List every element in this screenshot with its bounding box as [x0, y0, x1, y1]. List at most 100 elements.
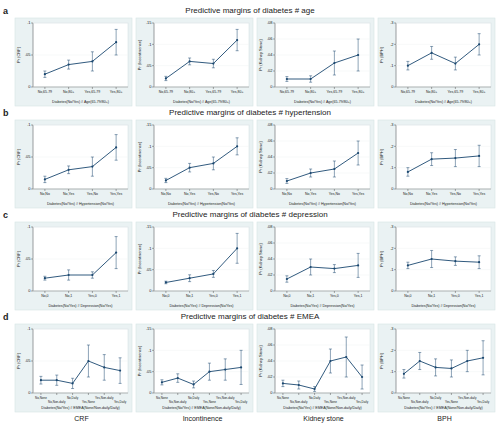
y-axis-label: Pr (Incontinence) [137, 345, 142, 376]
x-axis-label: Diabetes(No/Yes) # Depression(No/Yes) [169, 304, 233, 308]
y-axis-label: Pr (CRF) [16, 46, 21, 63]
y-tick [394, 227, 396, 228]
error-bar [224, 359, 227, 380]
x-axis-label: Diabetes(No/Yes) # Hypertension(No/Yes) [289, 202, 356, 206]
y-tick [273, 291, 275, 292]
y-axis-label: Pr (BPH) [379, 148, 384, 165]
error-bar-line [56, 375, 57, 385]
chart-tile [378, 18, 495, 106]
error-bar-line [116, 135, 117, 161]
error-bar-cap [478, 55, 481, 56]
error-bar-cap [115, 134, 118, 135]
error-bar [115, 135, 118, 161]
grid-line [154, 167, 249, 168]
error-bar-line [310, 169, 311, 177]
y-tick [31, 291, 33, 292]
point [357, 264, 359, 266]
point [333, 62, 335, 64]
error-bar-cap [357, 141, 360, 142]
y-tick [273, 227, 275, 228]
error-bar [119, 358, 122, 384]
y-tick-label: .1 [148, 348, 152, 353]
error-bar-line [165, 281, 166, 284]
grid-line [154, 146, 249, 147]
error-bar [91, 157, 94, 176]
x-axis-label: Diabetes(No/Yes) # Depression(No/Yes) [48, 304, 112, 308]
point [345, 356, 347, 358]
x-tick-label: No,65-79 [159, 90, 173, 94]
error-bar-cap [285, 81, 288, 82]
error-bar-line [116, 237, 117, 269]
y-tick-label: 0 [149, 288, 152, 293]
error-bar-cap [406, 176, 409, 177]
point [44, 277, 46, 279]
grid-line [275, 243, 370, 244]
y-tick [394, 291, 396, 292]
y-tick [273, 361, 275, 362]
y-tick-label: .1 [390, 63, 394, 68]
point [329, 360, 331, 362]
x-axis-label: Diabetes(No/Yes) # Depression(No/Yes) [411, 304, 475, 308]
error-bar-line [44, 176, 45, 182]
y-tick [31, 125, 33, 126]
x-tick-label: No,None [35, 396, 47, 400]
y-tick-label: .05 [146, 165, 152, 170]
y-tick-label: .2 [390, 348, 394, 353]
chart-tile [136, 120, 253, 208]
error-bar-cap [192, 381, 195, 382]
error-bar-cap [236, 137, 239, 138]
error-bar [67, 166, 70, 174]
error-bar-cap [87, 345, 90, 346]
y-tick-label: 0 [391, 84, 394, 89]
error-bar [329, 349, 332, 373]
y-tick-label: 0 [149, 390, 152, 395]
error-bar-cap [164, 182, 167, 183]
point [333, 268, 335, 270]
y-tick [273, 55, 275, 56]
error-bar-line [165, 178, 166, 182]
error-bar-cap [309, 169, 312, 170]
error-bar [357, 141, 360, 165]
point [91, 166, 93, 168]
y-tick-label: 0 [270, 288, 273, 293]
error-bar [285, 77, 288, 82]
error-bar [478, 34, 481, 55]
panel-label: d [3, 312, 9, 322]
plot-area [396, 125, 491, 189]
x-tick-label: Yes,1 [354, 294, 363, 298]
point [478, 155, 480, 157]
y-tick [152, 189, 154, 190]
point [189, 167, 191, 169]
error-bar-cap [71, 378, 74, 379]
error-bar-cap [164, 80, 167, 81]
error-bar-line [455, 150, 456, 167]
y-tick [394, 329, 396, 330]
error-bar [418, 352, 421, 369]
point [236, 145, 238, 147]
x-tick-label: Yes,65-79 [327, 90, 343, 94]
error-bar [236, 233, 239, 263]
chart: 0.05.1.15No,0No,1Yes,0Yes,1Diabetes(No/Y… [136, 222, 253, 310]
x-tick-label: No,Daily [67, 396, 79, 400]
error-bar-line [72, 378, 73, 388]
y-tick-label: .2 [390, 246, 394, 251]
error-bar-cap [430, 250, 433, 251]
y-tick [394, 87, 396, 88]
point [91, 274, 93, 276]
y-tick [31, 393, 33, 394]
point [431, 52, 433, 54]
error-bar-cap [454, 69, 457, 70]
error-bar-cap [450, 377, 453, 378]
chart-tile [136, 324, 253, 412]
error-bar [402, 370, 405, 379]
grid-line [33, 55, 128, 56]
grid-line [154, 189, 249, 190]
x-axis-label: Diabetes(No/Yes) # Age(65-79/80+) [173, 100, 230, 104]
y-tick-label: .08 [267, 326, 273, 331]
x-tick-label: No,Daily [309, 396, 321, 400]
x-axis-label: Diabetes(No/Yes) # EMEA(None/Non-daily/D… [162, 406, 240, 410]
grid-line [33, 189, 128, 190]
error-bar-line [209, 363, 210, 380]
y-tick [273, 141, 275, 142]
error-bar-line [189, 275, 190, 282]
